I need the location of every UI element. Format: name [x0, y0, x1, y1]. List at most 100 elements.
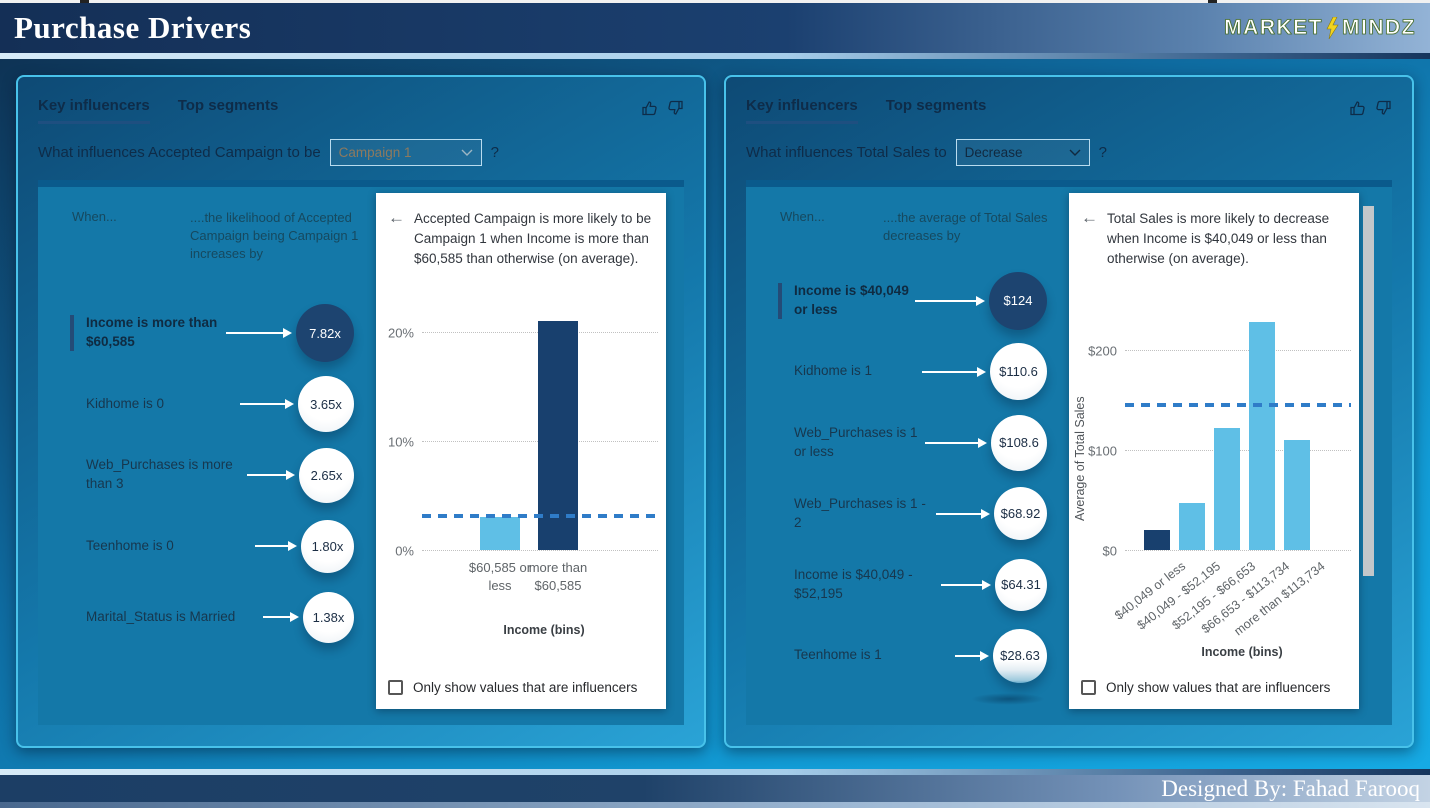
only-influencers-checkbox[interactable]	[388, 680, 403, 695]
y-axis-tick-label: $200	[1088, 343, 1117, 359]
thumbs-up-icon[interactable]	[641, 99, 659, 117]
effect-label: ....the average of Total Sales decreases…	[883, 210, 1048, 244]
influencer-row[interactable]: Web_Purchases is 1 - 2 $68.92	[768, 478, 1063, 549]
average-reference-line	[1125, 403, 1351, 407]
chevron-down-icon	[1069, 149, 1081, 156]
influencer-row[interactable]: Income is more than $60,585 7.82x	[60, 298, 370, 369]
only-influencers-checkbox[interactable]	[1081, 680, 1096, 695]
key-influencers-visual-campaign: Key influencers Top segments What influe…	[16, 75, 706, 748]
influencer-detail-card: ← Total Sales is more likely to decrease…	[1069, 193, 1359, 709]
x-axis-labels: $40,049 or less $40,049 - $52,195 $52,195 …	[1112, 557, 1351, 645]
influence-value-bubble[interactable]: $68.92	[994, 487, 1047, 541]
only-influencers-label: Only show values that are influencers	[1106, 680, 1331, 695]
arrow-right-icon	[915, 295, 985, 306]
influencer-label: Income is more than $60,585	[86, 315, 218, 350]
influencer-row[interactable]: Web_Purchases is 1 or less $108.6	[768, 407, 1063, 478]
tab-key-influencers[interactable]: Key influencers	[38, 97, 150, 124]
influencer-label: Marital_Status is Married	[86, 608, 236, 624]
arrow-right-icon	[255, 541, 297, 552]
influence-value-bubble[interactable]: 1.38x	[303, 591, 354, 643]
top-line-mark	[80, 0, 89, 3]
feedback-icons	[1349, 97, 1392, 117]
influencer-row[interactable]: Teenhome is 1 $28.63	[768, 620, 1063, 691]
page-title: Purchase Drivers	[14, 10, 252, 45]
when-label: When...	[72, 209, 117, 224]
y-axis-tick-label: 10%	[387, 434, 414, 450]
question-suffix: ?	[1098, 144, 1108, 161]
x-axis-title: Income (bins)	[1201, 645, 1283, 659]
question-suffix: ?	[490, 144, 500, 161]
card-scrollbar[interactable]	[1363, 206, 1374, 725]
bar[interactable]	[1249, 322, 1275, 550]
target-value-dropdown[interactable]: Campaign 1	[329, 139, 482, 166]
influencer-row[interactable]: Web_Purchases is more than 3 2.65x	[60, 440, 370, 511]
brand-text-left: MARKET	[1224, 16, 1323, 40]
bar[interactable]	[1144, 530, 1170, 550]
bar[interactable]	[1284, 440, 1310, 550]
influencer-row[interactable]: Income is $40,049 or less $124	[768, 265, 1063, 336]
influencer-list: When... ....the likelihood of Accepted C…	[48, 193, 370, 725]
only-influencers-label: Only show values that are influencers	[413, 680, 638, 695]
chart-plot-area: 0% 10% 20%	[388, 311, 658, 559]
chart-plot-area: $0 $100 $200	[1088, 311, 1351, 559]
dropdown-selected-value: Campaign 1	[338, 145, 412, 160]
influencer-row[interactable]: Kidhome is 0 3.65x	[60, 369, 370, 440]
tab-top-segments[interactable]: Top segments	[885, 97, 987, 114]
header-divider-strip	[0, 53, 1430, 59]
influencer-row[interactable]: Marital_Status is Married 1.38x	[60, 582, 370, 653]
y-axis-tick-label: $100	[1088, 443, 1117, 459]
x-axis-label: more than $60,585	[528, 560, 588, 594]
lightning-bolt-icon	[1326, 17, 1339, 39]
dropdown-selected-value: Decrease	[964, 145, 1023, 160]
influencer-detail-card: ← Accepted Campaign is more likely to be…	[376, 193, 666, 709]
influence-value-bubble[interactable]: $124	[989, 271, 1047, 330]
influencer-label: Teenhome is 0	[86, 537, 174, 553]
influencer-row[interactable]: Teenhome is 0 1.80x	[60, 511, 370, 582]
brand-logo: MARKET MINDZ	[1224, 16, 1416, 40]
back-arrow-icon[interactable]: ←	[1081, 208, 1098, 227]
influence-value-bubble[interactable]: 3.65x	[298, 376, 354, 433]
influencer-items: Income is $40,049 or less $124 Kidhome is …	[768, 265, 1063, 705]
influencer-label: Web_Purchases is 1 - 2	[794, 495, 926, 530]
effect-label: ....the likelihood of Accepted Campaign …	[190, 210, 359, 262]
influence-value-bubble[interactable]: $64.31	[995, 558, 1047, 611]
tab-top-segments[interactable]: Top segments	[177, 97, 279, 114]
target-value-dropdown[interactable]: Decrease	[955, 139, 1090, 166]
x-axis-title: Income (bins)	[503, 623, 585, 637]
influence-value-bubble[interactable]: 2.65x	[299, 447, 354, 503]
list-header: When... ....the average of Total Sales d…	[768, 193, 1063, 245]
influencer-label: Teenhome is 1	[794, 647, 882, 663]
influencer-row[interactable]: Income is $40,049 - $52,195 $64.31	[768, 549, 1063, 620]
influence-value-bubble[interactable]: 7.82x	[296, 304, 354, 363]
influencer-label: Income is $40,049 or less	[794, 282, 909, 317]
influence-value-bubble[interactable]: 1.80x	[301, 519, 354, 573]
influencer-bar-chart: $0 $100 $200 $40,049 or less $40,049 - $52,1…	[1069, 311, 1359, 659]
influence-value-bubble[interactable]: $28.63	[993, 628, 1047, 683]
influencer-bar-chart: 0% 10% 20% $60,585 or less more than $60,585…	[376, 311, 666, 637]
y-axis-tick-label: 0%	[395, 543, 414, 559]
visual-tabs: Key influencers Top segments	[38, 89, 684, 124]
influence-question: What influences Total Sales to Decrease …	[746, 139, 1392, 166]
thumbs-down-icon[interactable]	[1374, 99, 1392, 117]
influence-question: What influences Accepted Campaign to be …	[38, 139, 684, 166]
insight-text: Total Sales is more likely to decrease w…	[1107, 211, 1330, 266]
chevron-down-icon	[461, 149, 473, 156]
back-arrow-icon[interactable]: ←	[388, 208, 405, 227]
bottom-edge-bar	[0, 802, 1430, 808]
influence-value-bubble[interactable]: $110.6	[990, 343, 1047, 401]
thumbs-down-icon[interactable]	[666, 99, 684, 117]
y-axis-title: Average of Total Sales	[1073, 396, 1087, 522]
selected-indicator	[70, 315, 74, 352]
question-prefix: What influences Accepted Campaign to be	[38, 144, 321, 161]
bar[interactable]	[538, 320, 578, 550]
influencer-label: Income is $40,049 - $52,195	[794, 566, 913, 601]
influence-value-bubble[interactable]: $108.6	[991, 414, 1047, 471]
bar[interactable]	[1179, 503, 1205, 550]
visual-body: When... ....the likelihood of Accepted C…	[38, 180, 684, 725]
tab-key-influencers[interactable]: Key influencers	[746, 97, 858, 124]
bar[interactable]	[1214, 428, 1240, 550]
bar[interactable]	[480, 517, 520, 550]
scrollbar-thumb[interactable]	[1363, 206, 1374, 576]
influencer-row[interactable]: Kidhome is 1 $110.6	[768, 336, 1063, 407]
thumbs-up-icon[interactable]	[1349, 99, 1367, 117]
